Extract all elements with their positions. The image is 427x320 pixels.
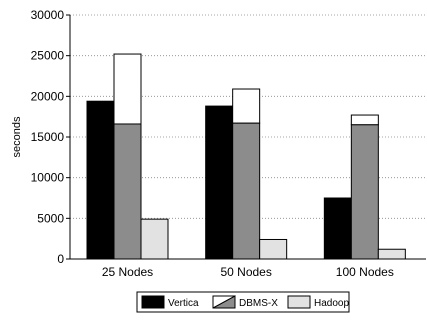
bar-dbms-x-25-nodes-top — [113, 53, 142, 125]
legend: Vertica DBMS-X Hadoop — [136, 291, 350, 313]
x-axis: 25 Nodes 50 Nodes 100 Nodes — [70, 258, 426, 279]
legend-swatch-hadoop — [287, 295, 311, 309]
x-category-label: 25 Nodes — [102, 265, 153, 279]
y-tick-label: 10000 — [31, 171, 65, 185]
y-tick-label: 5000 — [37, 211, 64, 225]
bar-vertica-50-nodes — [205, 105, 234, 260]
legend-label-hadoop: Hadoop — [314, 298, 349, 309]
legend-label-dbms-x: DBMS-X — [239, 298, 278, 309]
y-tick-label: 25000 — [31, 49, 65, 63]
legend-swatch-dbms-x-fill — [212, 295, 236, 309]
bar-dbms-x-50-nodes-top — [232, 88, 261, 124]
bar-dbms-x-25-nodes — [113, 123, 142, 260]
legend-label-vertica: Vertica — [168, 298, 199, 309]
y-axis: 0 5000 10000 15000 20000 25000 30000 — [31, 8, 71, 266]
y-tick-label: 20000 — [31, 89, 65, 103]
bar-hadoop-100-nodes — [377, 248, 406, 260]
bars — [86, 53, 406, 260]
y-tick-label: 15000 — [31, 130, 65, 144]
y-tick-label: 30000 — [31, 8, 65, 22]
x-category-label: 100 Nodes — [336, 265, 394, 279]
y-tick-label: 0 — [57, 252, 64, 266]
bar-dbms-x-50-nodes — [232, 122, 261, 260]
y-axis-title: seconds — [11, 116, 23, 157]
bar-dbms-x-100-nodes-top — [350, 114, 379, 126]
x-category-label: 50 Nodes — [220, 265, 271, 279]
bar-dbms-x-100-nodes — [350, 124, 379, 260]
bar-vertica-100-nodes — [323, 197, 352, 260]
bar-vertica-25-nodes — [86, 100, 115, 260]
bar-hadoop-25-nodes — [140, 218, 169, 260]
bar-hadoop-50-nodes — [259, 238, 288, 260]
legend-swatch-vertica — [141, 295, 165, 309]
